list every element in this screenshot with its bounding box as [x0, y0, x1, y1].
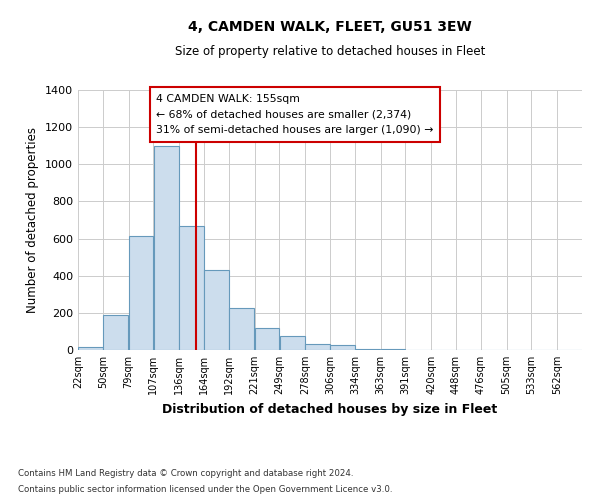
- Text: 4 CAMDEN WALK: 155sqm
← 68% of detached houses are smaller (2,374)
31% of semi-d: 4 CAMDEN WALK: 155sqm ← 68% of detached …: [156, 94, 433, 135]
- Bar: [129, 236, 153, 350]
- Bar: [305, 344, 330, 350]
- Bar: [255, 328, 279, 350]
- Bar: [330, 346, 355, 350]
- Text: Size of property relative to detached houses in Fleet: Size of property relative to detached ho…: [175, 45, 485, 58]
- Text: Contains public sector information licensed under the Open Government Licence v3: Contains public sector information licen…: [18, 485, 392, 494]
- Bar: [229, 308, 254, 350]
- Bar: [179, 226, 204, 350]
- Bar: [154, 146, 179, 350]
- X-axis label: Distribution of detached houses by size in Fleet: Distribution of detached houses by size …: [163, 402, 497, 415]
- Text: 4, CAMDEN WALK, FLEET, GU51 3EW: 4, CAMDEN WALK, FLEET, GU51 3EW: [188, 20, 472, 34]
- Bar: [280, 336, 305, 350]
- Y-axis label: Number of detached properties: Number of detached properties: [26, 127, 40, 313]
- Bar: [103, 314, 128, 350]
- Bar: [78, 347, 103, 350]
- Text: Contains HM Land Registry data © Crown copyright and database right 2024.: Contains HM Land Registry data © Crown c…: [18, 468, 353, 477]
- Bar: [204, 270, 229, 350]
- Bar: [355, 349, 380, 350]
